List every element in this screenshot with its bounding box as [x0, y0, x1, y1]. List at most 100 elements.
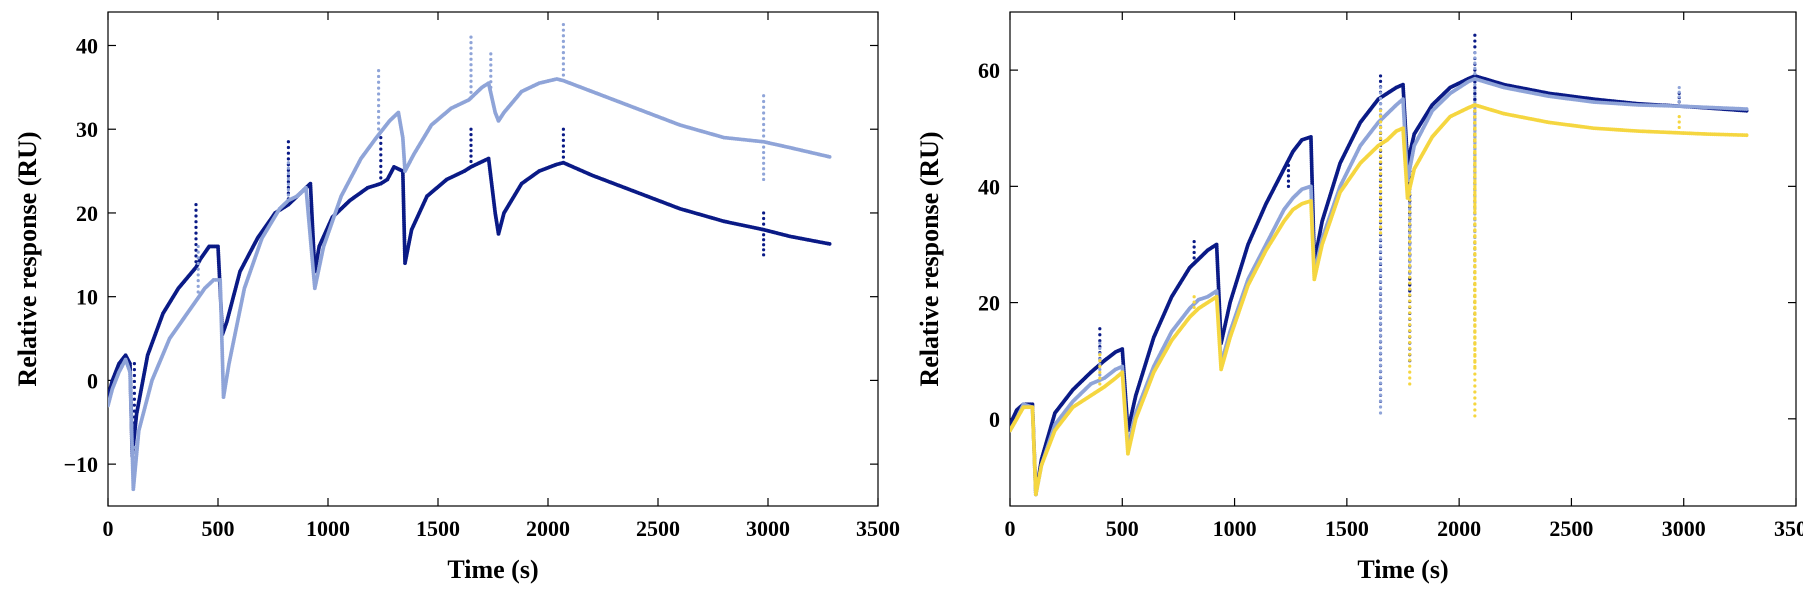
spike-point [194, 237, 198, 241]
spike-point [561, 133, 566, 137]
spike-point [1378, 333, 1383, 337]
spike-point [1378, 244, 1383, 248]
spike-point [132, 373, 136, 378]
spike-point [561, 138, 566, 142]
spike-point [762, 145, 766, 149]
spike-point [561, 28, 566, 32]
x-tick-label: 3000 [1662, 516, 1706, 541]
spike-point [377, 133, 381, 137]
spike-point [469, 90, 473, 94]
spike-point [377, 92, 381, 96]
spike-point [132, 367, 136, 372]
spike-point [1473, 77, 1477, 81]
x-tick-label: 1000 [306, 516, 350, 541]
spike-point [286, 171, 290, 176]
spike-point [1408, 167, 1412, 171]
spike-point [1408, 202, 1412, 206]
spike-point [286, 174, 290, 178]
spike-point [286, 140, 290, 144]
spike-point [1378, 399, 1383, 403]
spike-point [1378, 327, 1383, 331]
series-0 [1010, 33, 1749, 497]
series-0 [108, 127, 832, 458]
spike-point [286, 182, 290, 186]
spike-point [1677, 104, 1681, 108]
spike-point [1378, 102, 1383, 106]
spike-point [1192, 239, 1196, 244]
chart-right: 05001000150020002500300035000204060Time … [915, 11, 1803, 584]
spike-point [762, 167, 766, 171]
spike-point [377, 127, 381, 131]
spike-point [379, 147, 383, 151]
spike-point [379, 176, 383, 180]
spike-point [1378, 315, 1383, 320]
spike-point [469, 68, 473, 72]
spike-point [1378, 309, 1383, 314]
spike-point [1473, 100, 1477, 104]
spike-point [762, 238, 766, 242]
spike-point [1408, 151, 1412, 156]
spike-point [1098, 346, 1102, 351]
spike-point [132, 403, 136, 407]
spike-point [1473, 39, 1477, 43]
spike-point [132, 385, 136, 389]
spike-point [489, 52, 493, 56]
spike-point [1192, 245, 1196, 249]
spike-point [1408, 208, 1412, 212]
y-tick-label: 10 [76, 285, 98, 310]
chart-left: 0 500 1000 1500 2000 2500 3000 3500−10010203040… [13, 11, 900, 584]
spike-point [1378, 375, 1383, 379]
spike-point [377, 121, 381, 125]
spike-point [1378, 256, 1383, 260]
spike-point [286, 180, 290, 184]
spike-point [1408, 213, 1412, 218]
spike-point [1378, 238, 1383, 242]
spike-point [194, 254, 198, 258]
spike-point [196, 279, 200, 283]
x-axis-title: Time (s) [1357, 555, 1448, 584]
spike-point [1378, 96, 1383, 101]
spike-point [469, 57, 473, 61]
series-1 [1010, 51, 1749, 497]
spike-point [1473, 88, 1477, 93]
spike-point [379, 159, 383, 163]
spike-point [561, 149, 566, 154]
spike-point [379, 135, 383, 140]
spike-point [1098, 362, 1102, 366]
data-point [827, 242, 832, 246]
spike-point [377, 115, 381, 119]
spike-point [1473, 135, 1477, 140]
spike-point [1378, 297, 1383, 302]
spike-point [1473, 72, 1477, 76]
spike-point [1378, 411, 1383, 415]
spike-point [132, 397, 136, 401]
spike-point [196, 250, 200, 254]
spike-point [194, 208, 198, 212]
spike-point [1192, 261, 1196, 265]
y-tick-label: 0 [87, 368, 98, 393]
spike-point [762, 94, 766, 98]
spike-point [1473, 118, 1477, 122]
spike-point [1378, 285, 1383, 290]
spike-point [194, 265, 198, 269]
x-tick-label: 1000 [1213, 516, 1257, 541]
spike-point [132, 379, 136, 384]
spike-point [377, 104, 381, 108]
spike-point [762, 172, 766, 176]
y-tick-label: 30 [76, 117, 98, 142]
spike-point [1192, 256, 1196, 260]
spike-point [1378, 345, 1383, 349]
spike-point [286, 161, 290, 165]
spike-point [762, 128, 766, 132]
spike-point [286, 157, 290, 161]
spike-point [377, 74, 381, 79]
spike-point [377, 109, 381, 114]
spike-point [561, 155, 566, 159]
data-point [827, 154, 832, 159]
spike-point [762, 228, 766, 232]
series-1 [108, 22, 832, 492]
y-axis-title: Relative response (RU) [13, 131, 42, 386]
spike-point [762, 161, 766, 165]
spike-point [194, 220, 198, 224]
spike-point [1378, 357, 1383, 361]
